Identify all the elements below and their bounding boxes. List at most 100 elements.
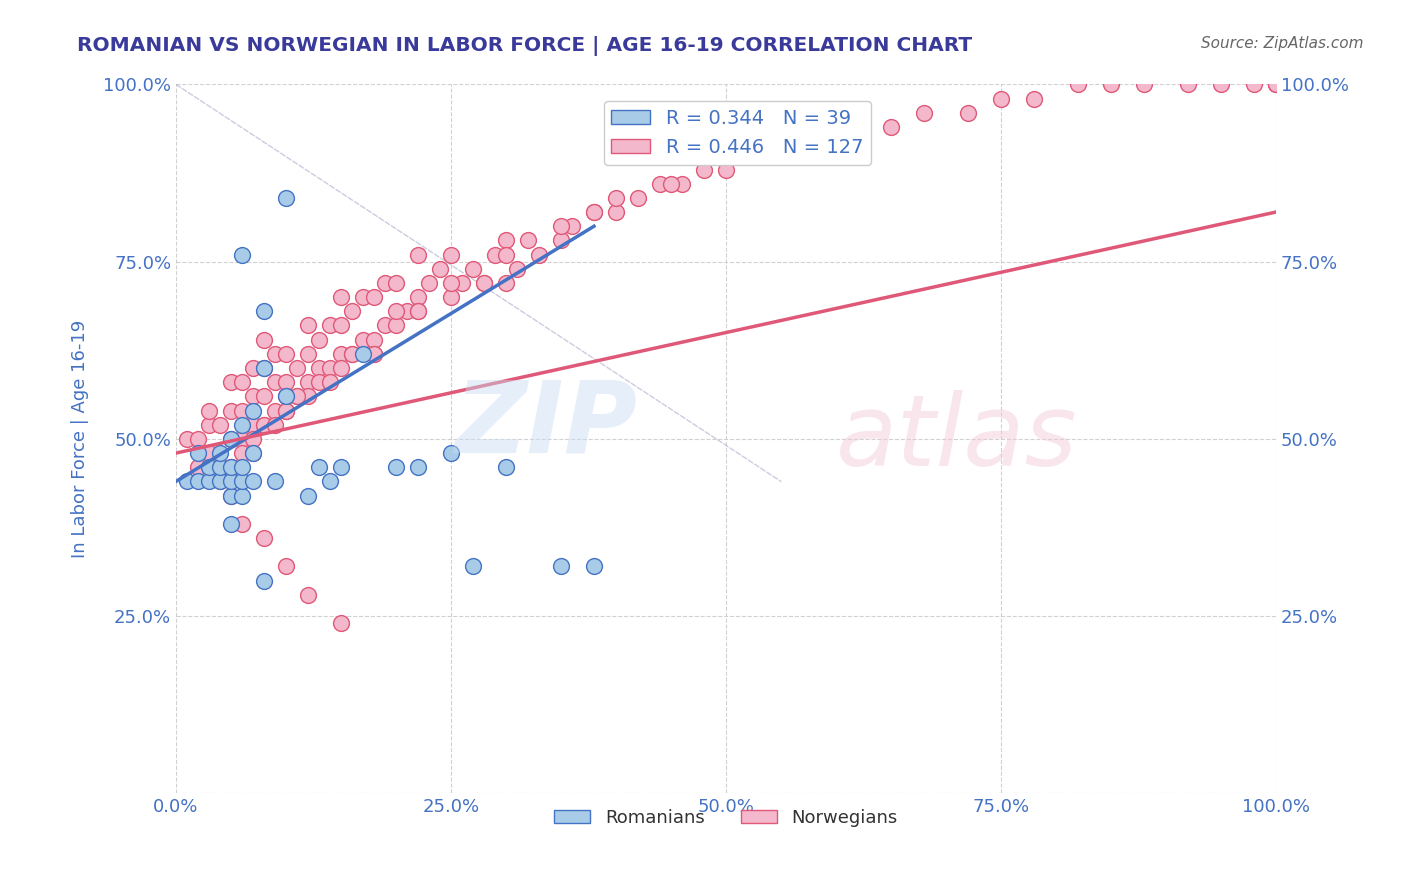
Point [219, 460, 242, 475]
Point [550, 219, 572, 234]
Point [385, 304, 408, 318]
Point [242, 361, 264, 376]
Point [208, 446, 231, 460]
Point [737, 148, 759, 162]
Point [198, 403, 221, 417]
Point [219, 375, 242, 389]
Point [550, 234, 572, 248]
Point [176, 432, 198, 446]
Point [198, 417, 221, 432]
Point [231, 417, 253, 432]
Point [451, 276, 474, 290]
Point [274, 375, 297, 389]
Point [187, 475, 209, 489]
Point [406, 290, 429, 304]
Point [231, 375, 253, 389]
Point [671, 177, 693, 191]
Point [582, 205, 605, 219]
Point [846, 120, 869, 134]
Point [242, 389, 264, 403]
Point [363, 333, 385, 347]
Point [374, 276, 396, 290]
Point [274, 389, 297, 403]
Point [461, 261, 484, 276]
Point [231, 247, 253, 261]
Point [495, 276, 517, 290]
Point [219, 516, 242, 531]
Point [253, 361, 276, 376]
Point [219, 432, 242, 446]
Point [330, 290, 353, 304]
Point [208, 475, 231, 489]
Point [472, 276, 495, 290]
Point [231, 403, 253, 417]
Point [219, 489, 242, 503]
Point [803, 134, 825, 148]
Text: ZIP: ZIP [456, 376, 638, 474]
Point [242, 475, 264, 489]
Point [912, 105, 935, 120]
Point [231, 489, 253, 503]
Point [340, 304, 363, 318]
Point [319, 318, 342, 333]
Point [363, 347, 385, 361]
Point [527, 247, 550, 261]
Point [297, 347, 319, 361]
Point [242, 432, 264, 446]
Point [1243, 78, 1265, 92]
Point [406, 247, 429, 261]
Point [340, 347, 363, 361]
Point [330, 318, 353, 333]
Point [352, 347, 374, 361]
Point [231, 432, 253, 446]
Point [187, 446, 209, 460]
Point [880, 120, 903, 134]
Point [198, 475, 221, 489]
Text: ROMANIAN VS NORWEGIAN IN LABOR FORCE | AGE 16-19 CORRELATION CHART: ROMANIAN VS NORWEGIAN IN LABOR FORCE | A… [77, 36, 973, 55]
Point [274, 191, 297, 205]
Point [648, 177, 671, 191]
Point [187, 460, 209, 475]
Point [219, 460, 242, 475]
Point [253, 417, 276, 432]
Point [550, 559, 572, 574]
Legend: Romanians, Norwegians: Romanians, Norwegians [547, 802, 905, 834]
Point [187, 432, 209, 446]
Point [659, 177, 682, 191]
Point [1265, 78, 1288, 92]
Point [484, 247, 506, 261]
Point [330, 460, 353, 475]
Point [440, 446, 463, 460]
Point [440, 276, 463, 290]
Point [1265, 78, 1288, 92]
Point [308, 333, 330, 347]
Point [274, 347, 297, 361]
Point [714, 148, 737, 162]
Point [253, 417, 276, 432]
Point [352, 290, 374, 304]
Text: atlas: atlas [837, 391, 1077, 487]
Point [1265, 78, 1288, 92]
Point [385, 318, 408, 333]
Point [1099, 78, 1122, 92]
Y-axis label: In Labor Force | Age 16-19: In Labor Force | Age 16-19 [72, 319, 89, 558]
Point [406, 304, 429, 318]
Point [385, 276, 408, 290]
Point [693, 162, 716, 177]
Text: Source: ZipAtlas.com: Source: ZipAtlas.com [1201, 36, 1364, 51]
Point [495, 460, 517, 475]
Point [198, 446, 221, 460]
Point [605, 205, 627, 219]
Point [297, 389, 319, 403]
Point [274, 389, 297, 403]
Point [264, 475, 287, 489]
Point [495, 234, 517, 248]
Point [1067, 78, 1090, 92]
Point [440, 247, 463, 261]
Point [242, 403, 264, 417]
Point [264, 375, 287, 389]
Point [495, 247, 517, 261]
Point [231, 460, 253, 475]
Point [253, 531, 276, 545]
Point [274, 403, 297, 417]
